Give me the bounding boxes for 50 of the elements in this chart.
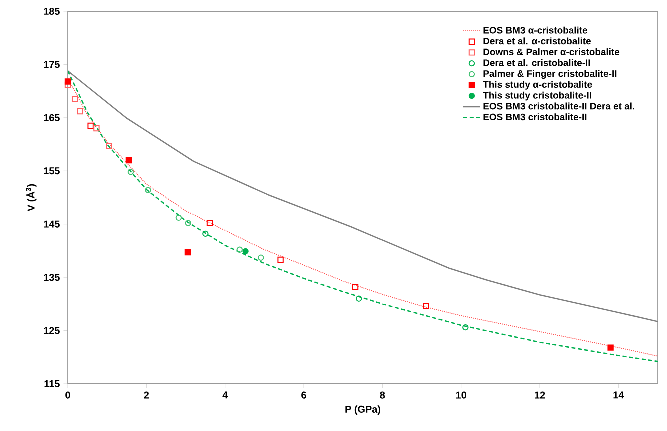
y-tick-label: 135 xyxy=(44,274,60,282)
legend-label: Downs & Palmer α-cristobalite xyxy=(484,48,620,56)
y-tick-label: 185 xyxy=(44,8,60,16)
point xyxy=(185,220,192,226)
point xyxy=(176,214,182,222)
legend-label: Dera et al. α-cristobalite xyxy=(484,38,591,45)
point xyxy=(128,169,134,176)
x-tick-label: 14 xyxy=(614,392,624,399)
point xyxy=(206,220,214,226)
point xyxy=(608,344,614,351)
point xyxy=(88,122,94,129)
x-tick-label: 0 xyxy=(66,392,70,399)
point xyxy=(278,256,284,264)
legend-label: EOS BM3 α-cristobalite xyxy=(484,26,588,34)
point xyxy=(106,143,112,150)
point xyxy=(352,284,359,290)
point xyxy=(94,125,100,132)
y-tick-label: 165 xyxy=(44,114,60,122)
x-tick-label: 4 xyxy=(222,392,228,399)
point xyxy=(462,324,469,331)
x-tick-label: 6 xyxy=(302,392,306,399)
point xyxy=(242,248,249,255)
y-tick-label: 145 xyxy=(44,220,60,228)
point xyxy=(258,254,264,261)
point xyxy=(64,78,72,85)
point xyxy=(202,230,209,238)
y-axis-title: V (Å$^{3}$) xyxy=(26,184,37,212)
legend-label: Palmer & Finger cristobalite-II xyxy=(484,70,617,80)
legend-label: EOS BM3 cristobalite-II Dera et al. xyxy=(484,102,634,110)
point xyxy=(356,296,362,302)
point xyxy=(126,157,132,164)
x-tick-label: 10 xyxy=(456,392,466,399)
legend-label: EOS BM3 cristobalite-II xyxy=(484,114,587,121)
point xyxy=(77,108,84,115)
point xyxy=(145,187,152,194)
x-axis-title: P (GPa) xyxy=(346,406,380,415)
point xyxy=(236,246,243,253)
y-tick-label: 155 xyxy=(44,168,60,175)
point xyxy=(184,249,192,256)
point xyxy=(72,96,78,102)
x-tick-label: 12 xyxy=(535,392,546,399)
y-tick-label: 115 xyxy=(44,380,60,388)
x-tick-label: 8 xyxy=(380,392,386,399)
y-tick-label: 125 xyxy=(44,327,60,334)
point xyxy=(423,303,430,310)
y-tick-label: 175 xyxy=(44,61,60,68)
legend-label: Dera et al. cristobalite-II xyxy=(484,59,590,66)
x-tick-label: 2 xyxy=(144,392,150,399)
legend-label: This study cristobalite-II xyxy=(483,92,592,101)
legend-label: This study α-cristobalite xyxy=(483,81,592,90)
